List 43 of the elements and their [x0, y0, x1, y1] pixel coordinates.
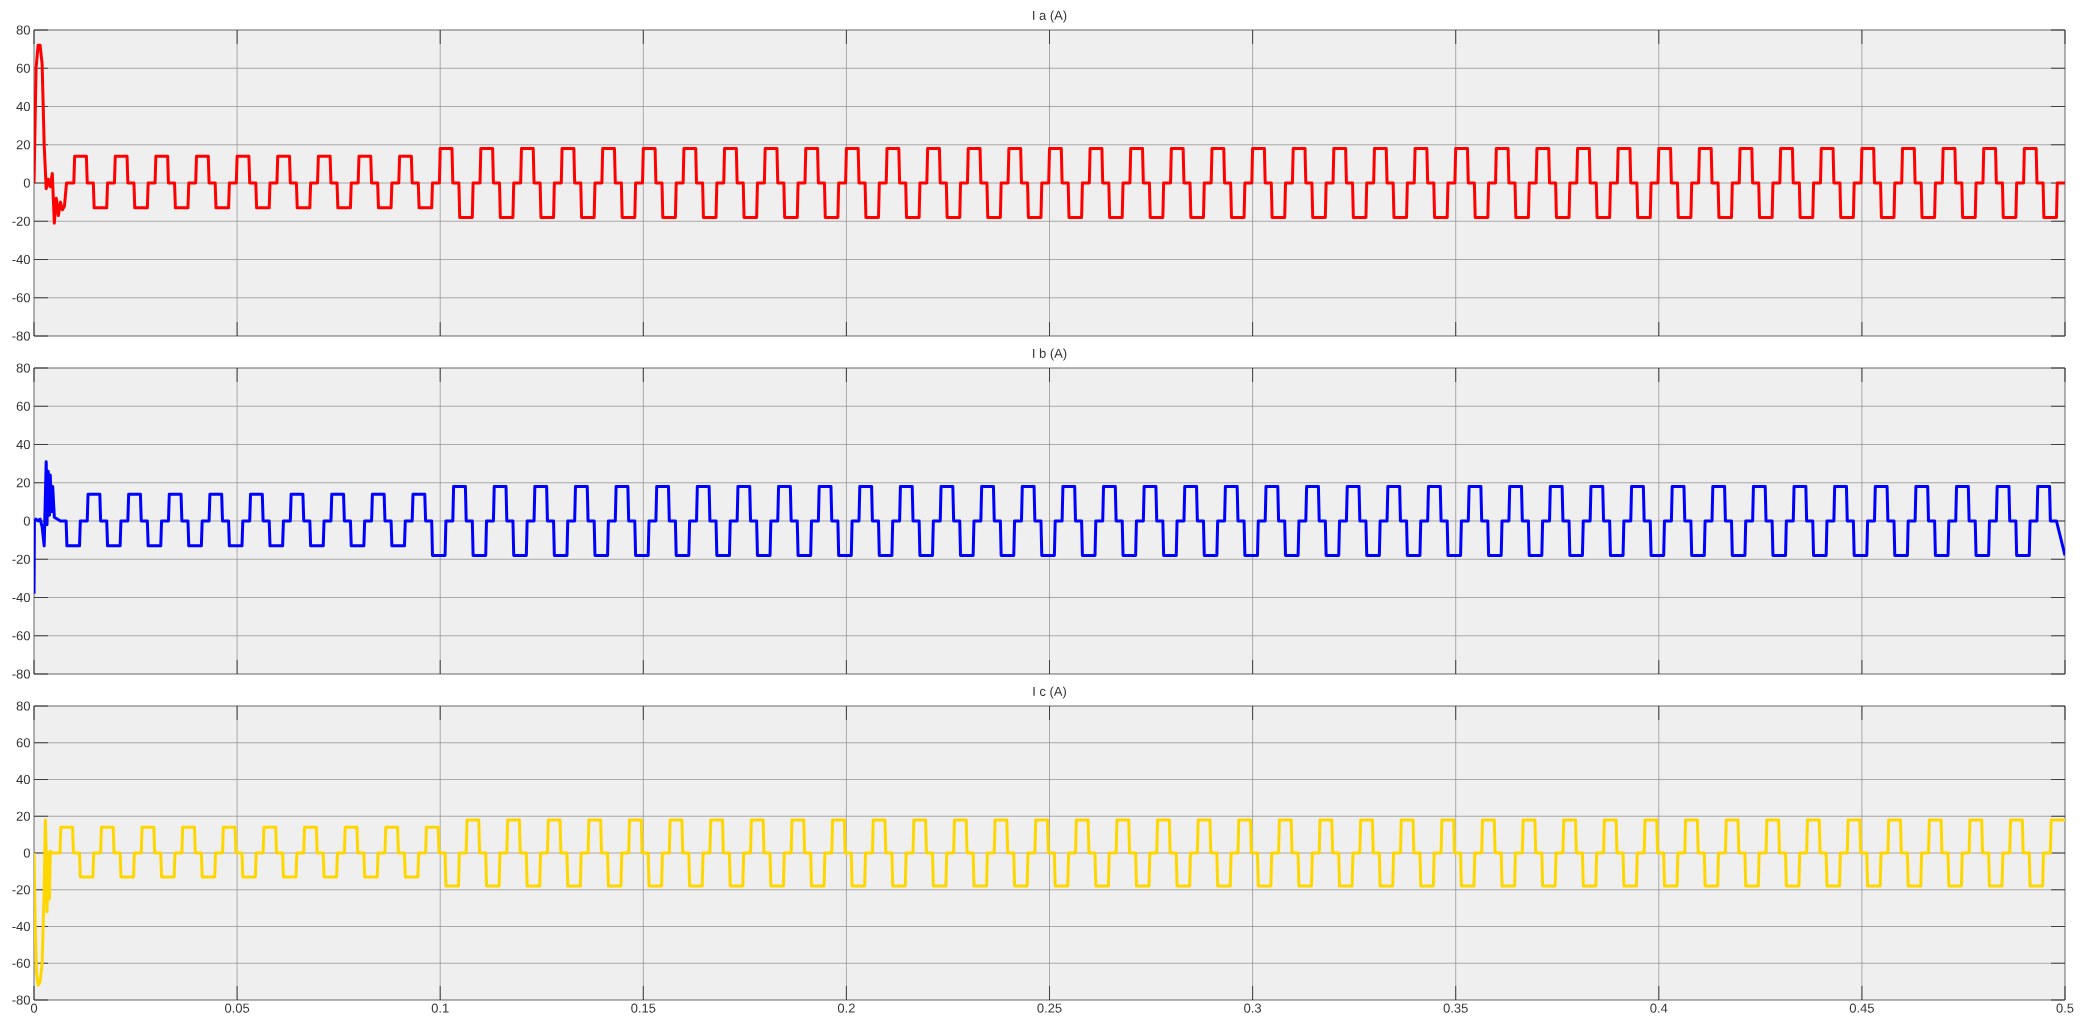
x-tick-label: 0.05	[225, 1003, 250, 1013]
y-tick-label: -80	[12, 995, 30, 1005]
y-tick-label: 60	[16, 63, 30, 73]
y-tick-label: 60	[16, 738, 30, 748]
y-tick-label: 20	[16, 811, 30, 821]
y-tick-label: -20	[12, 216, 30, 226]
chart-title: I a (A)	[1033, 10, 1067, 23]
y-tick-label: 20	[16, 478, 30, 488]
y-tick-label: -40	[12, 254, 30, 265]
y-tick-label: 40	[16, 101, 30, 112]
y-tick-label: 80	[16, 701, 30, 711]
y-tick-label: -80	[12, 331, 30, 341]
line-series	[34, 43, 2065, 225]
y-tick-label: 0	[23, 516, 30, 526]
x-tick-label: 0.2	[837, 1003, 855, 1013]
x-tick-label: 0.3	[1244, 1003, 1262, 1013]
x-tick-label: 0	[30, 1003, 38, 1013]
y-tick-label: -40	[12, 592, 30, 603]
y-tick-label: 80	[16, 25, 30, 35]
y-tick-label: -60	[12, 958, 30, 968]
y-tick-label: -20	[12, 885, 30, 895]
line-series	[34, 818, 2065, 987]
chart-title: I b (A)	[1033, 348, 1067, 361]
x-tick-label: 0.5	[2056, 1003, 2074, 1013]
y-tick-label: 80	[16, 363, 30, 373]
y-tick-label: 60	[16, 401, 30, 411]
chart-title: I c (A)	[1033, 686, 1066, 699]
y-tick-label: 20	[16, 140, 30, 150]
x-tick-label: 0.4	[1650, 1003, 1668, 1013]
x-tick-label: 0.35	[1443, 1003, 1468, 1013]
x-tick-label: 0.1	[431, 1003, 449, 1013]
y-tick-label: -40	[12, 921, 30, 932]
y-tick-label: -60	[12, 293, 30, 303]
y-tick-label: 40	[16, 439, 30, 450]
y-tick-label: 0	[23, 848, 30, 858]
y-tick-label: -20	[12, 554, 30, 564]
y-tick-label: 40	[16, 774, 30, 785]
x-tick-label: 0.15	[631, 1003, 656, 1013]
y-tick-label: -80	[12, 669, 30, 679]
y-tick-label: 0	[23, 178, 30, 188]
x-tick-label: 0.45	[1849, 1003, 1874, 1013]
y-tick-label: -60	[12, 631, 30, 641]
x-tick-label: 0.25	[1037, 1003, 1062, 1013]
